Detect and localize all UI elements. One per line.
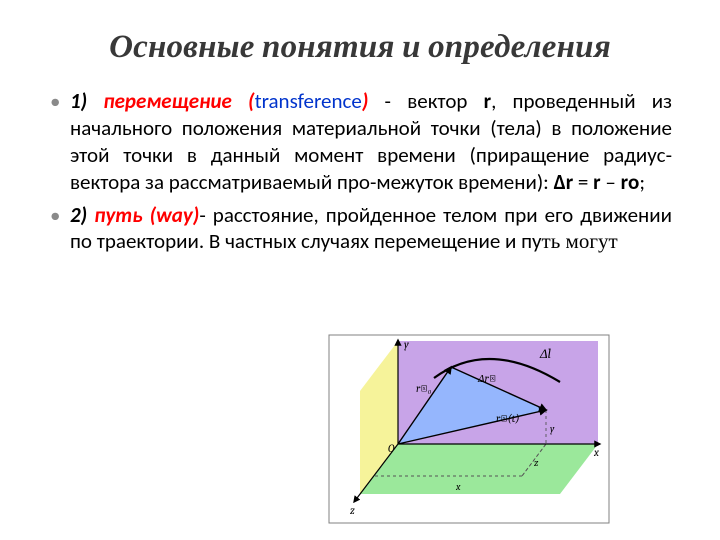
body-tail: ть могут [542,229,618,253]
term-translation: transference [255,88,362,114]
xz-plane [360,444,598,494]
label-rt: r⃗(t) [496,412,520,425]
term-red: путь (way) [94,202,199,228]
dash: - [199,202,212,228]
label-dr: Δr⃗ [477,372,496,385]
slide-title: Основные понятия и определения [48,28,672,66]
label-x: x [593,446,599,459]
body-list: 1) перемещение (transference) - вектор r… [48,88,672,255]
label-origin: O [388,442,395,455]
label-y-proj: y [550,423,555,435]
formula-r0: rо [621,169,640,195]
formula-r: r [593,169,600,195]
slide: Основные понятия и определения 1) переме… [0,0,720,540]
label-z: z [350,504,355,517]
semicolon: ; [639,169,645,195]
formula-minus: – [601,169,621,195]
label-y: y [404,338,409,351]
formula-delta-r: Δr [554,169,574,195]
label-r0: r⃗₀ [416,382,432,395]
label-x-proj: x [455,481,461,493]
label-dl: Δl [539,347,551,362]
vector-r: r [484,88,491,114]
formula-eq: = [573,169,593,195]
item-number: 2) [70,202,87,228]
body-text: вектор [407,88,483,114]
term-red: перемещение ( [103,88,254,114]
dash: - [368,88,407,114]
list-item: 1) перемещение (transference) - вектор r… [48,88,672,196]
label-z-proj: z [534,457,539,469]
list-item: 2) путь (way)- расстояние, пройденное те… [48,202,672,256]
item-number: 1) [70,88,87,114]
vector-diagram: O x y z r⃗₀ r⃗(t) Δr⃗ Δl x y z [328,334,610,524]
